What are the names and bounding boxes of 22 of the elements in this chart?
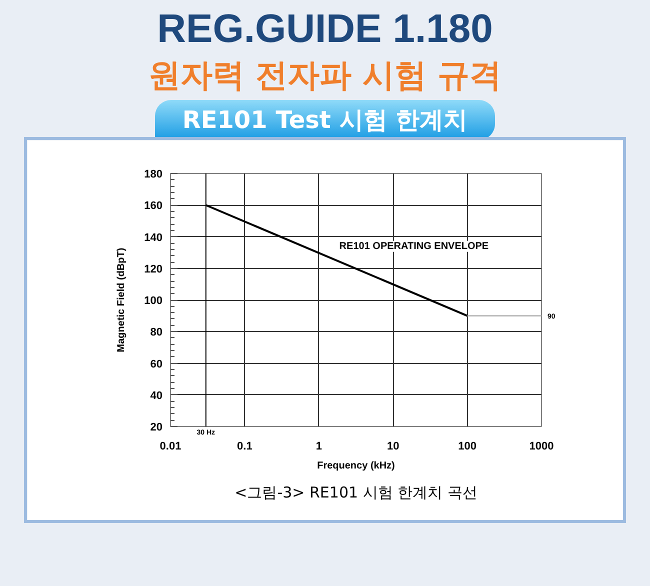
y-tick-label: 140 (144, 232, 163, 244)
y-tick-label: 100 (144, 295, 163, 307)
chart-title: REG.GUIDE 1.180 (157, 7, 493, 51)
chart-subtitle: 원자력 전자파 시험 규격 (148, 55, 502, 96)
x-tick-label: 1000 (529, 440, 554, 452)
x-tick-label: 1 (316, 440, 322, 452)
annotation: RE101 OPERATING ENVELOPE (339, 240, 489, 252)
y-tick-label: 40 (150, 390, 163, 402)
y-tick-label: 20 (150, 422, 163, 434)
y-tick-label: 120 (144, 263, 163, 276)
x-axis-title: Frequency (kHz) (317, 460, 395, 472)
x-tick-label: 10 (386, 440, 400, 452)
y-tick-label: 180 (144, 168, 163, 180)
y-tick-label: 60 (150, 358, 163, 370)
y-tick-label: 80 (150, 326, 163, 339)
y-axis-title: Magnetic Field (dBpT) (116, 248, 128, 352)
x-tick-label: 0.01 (160, 440, 182, 452)
text: <그림-3> RE101 시험 한계치 곡선 (234, 484, 478, 502)
x-tick-label: 0.1 (237, 440, 252, 452)
text: RE101 Test 시험 한계치 (182, 105, 468, 136)
x-tick-label: 100 (458, 440, 476, 452)
y-tick-label: 160 (144, 200, 163, 212)
